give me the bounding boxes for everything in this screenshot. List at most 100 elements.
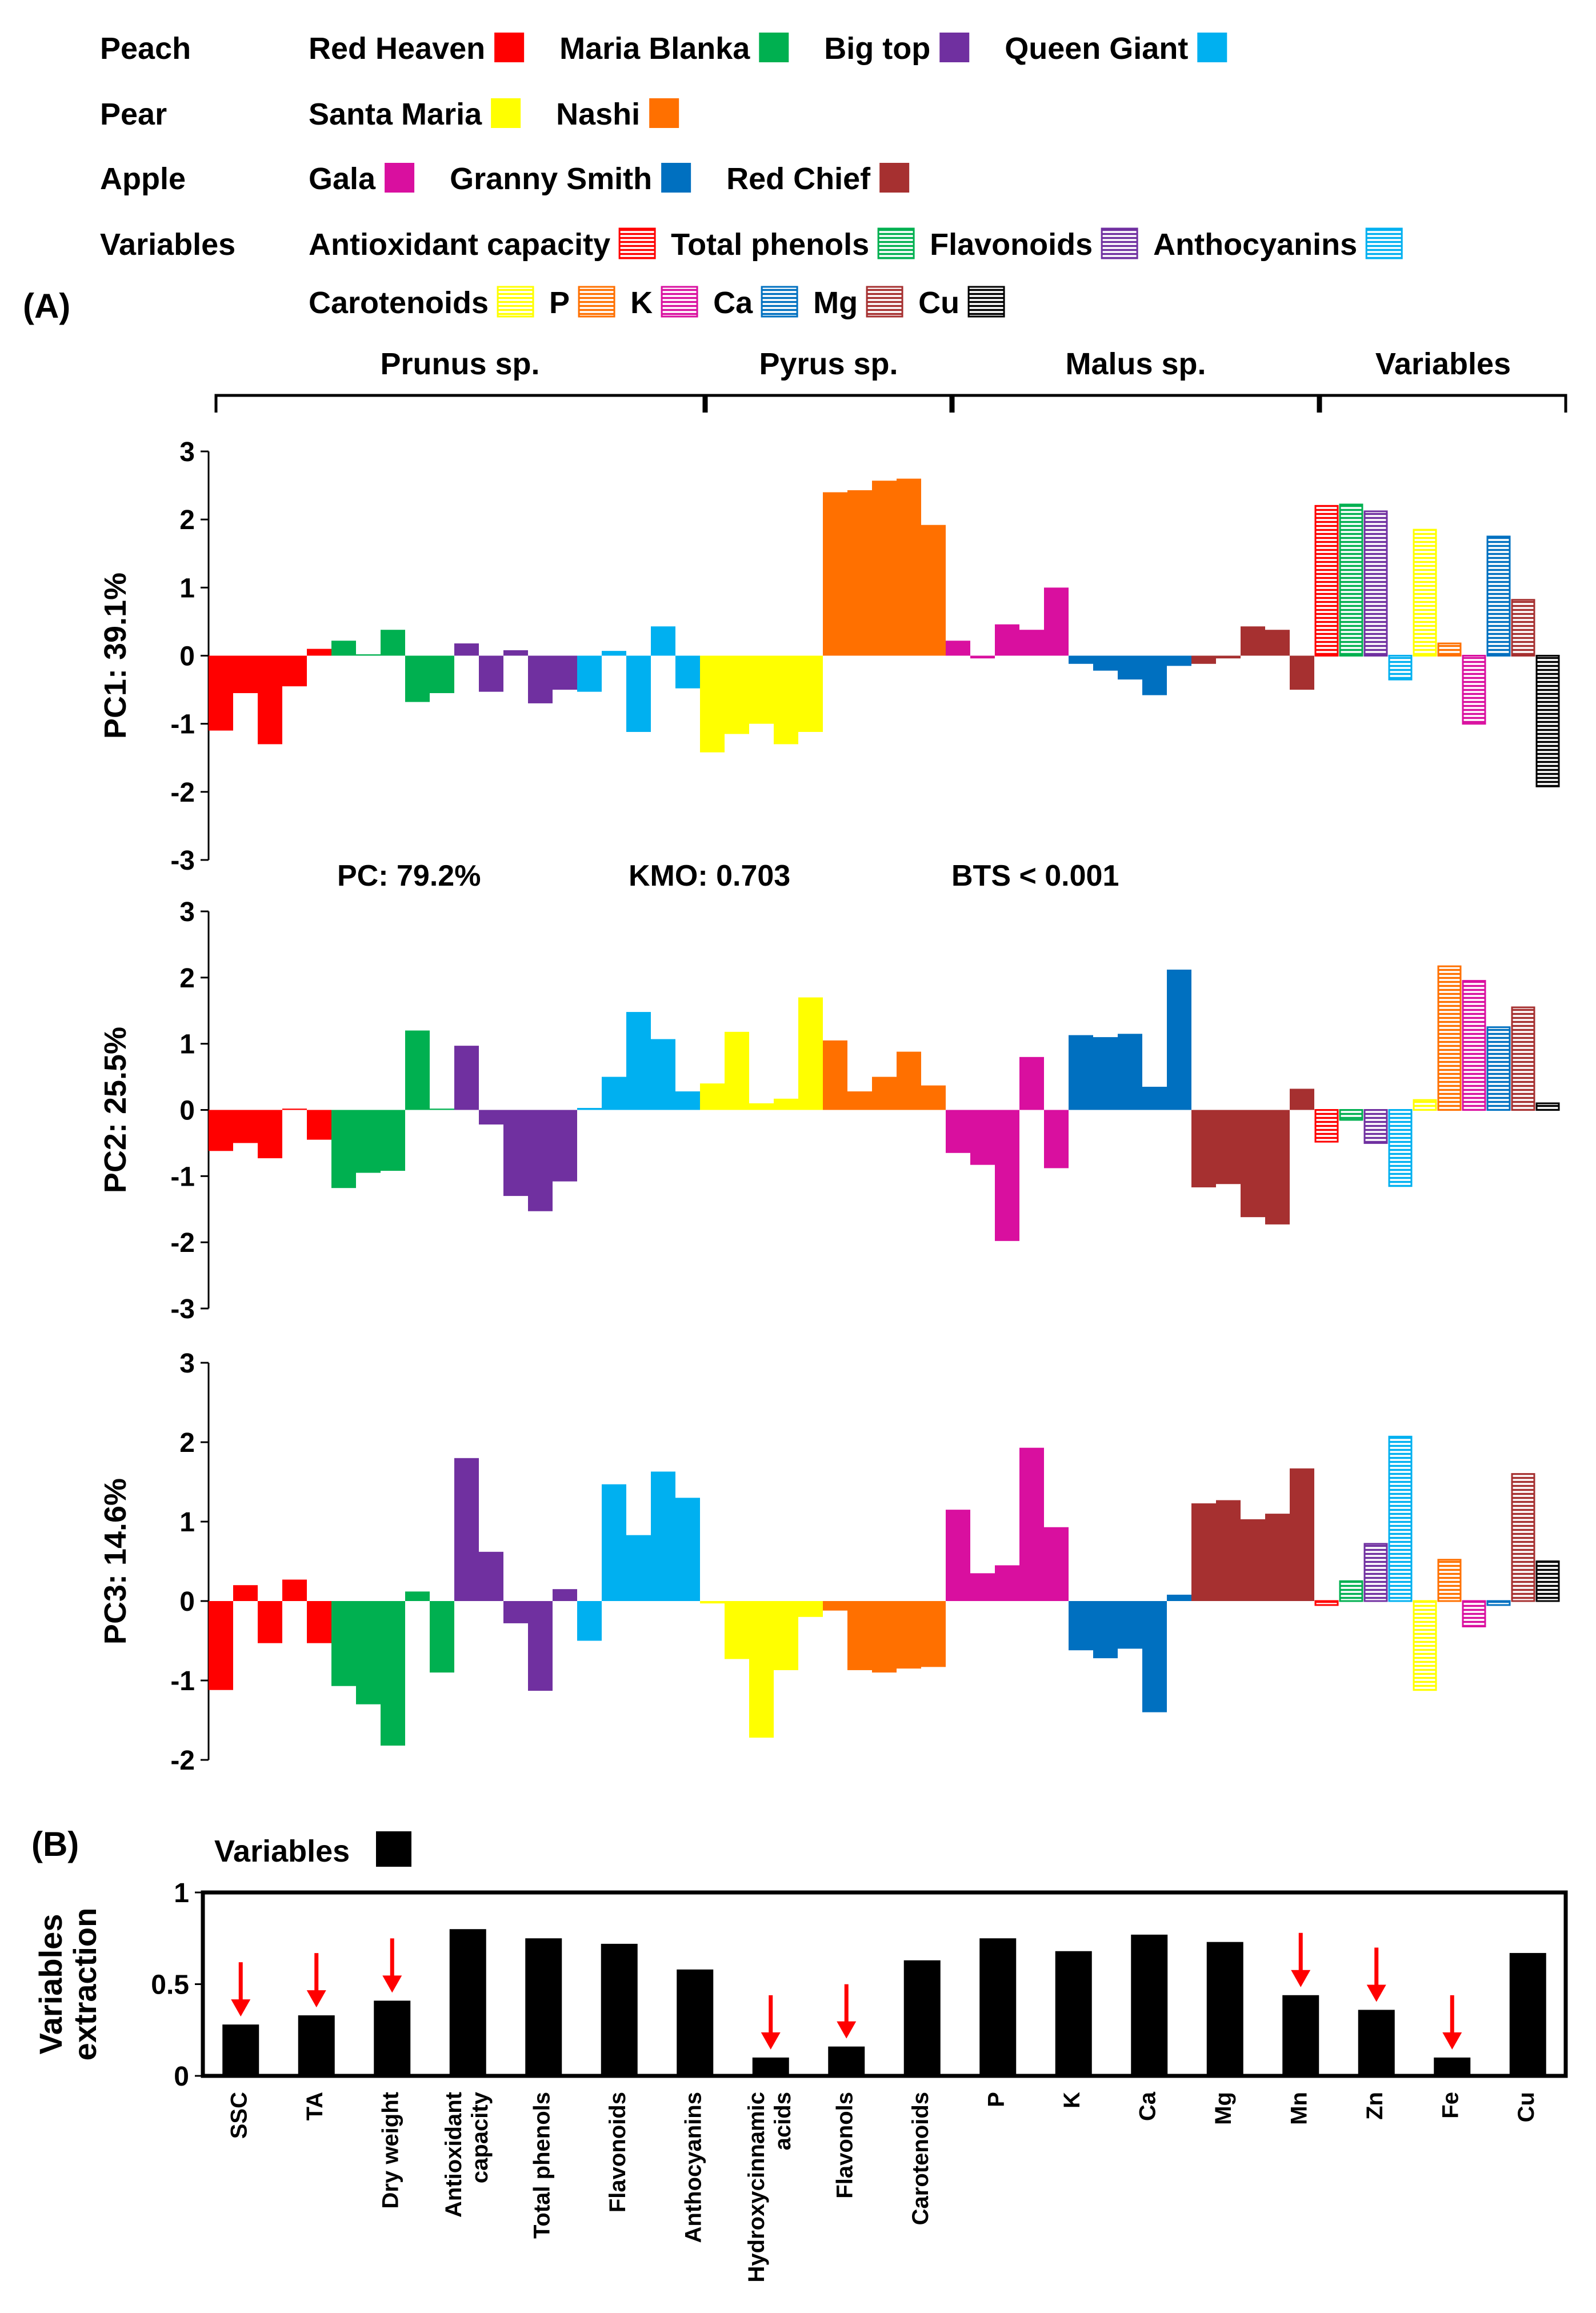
- bar-variables-10: [1535, 1102, 1560, 1111]
- bar-santa-maria-3: [749, 655, 774, 724]
- bar-ca: [1131, 1934, 1168, 2076]
- x-tick-label-anthocyanins: Anthocyanins: [681, 2092, 706, 2243]
- bar-big-top-1: [454, 1046, 479, 1110]
- bar-variables-10: [1535, 655, 1560, 787]
- legend-swatch-total-phenols: [877, 227, 915, 259]
- legend-item-queen-giant: Queen Giant: [1005, 31, 1188, 66]
- arrow-head: [306, 1990, 326, 2008]
- bar-big-top-1: [454, 1458, 479, 1601]
- bar-nashi-2: [847, 490, 872, 656]
- y-tick-label: -1: [170, 710, 195, 740]
- bar-big-top-1: [454, 643, 479, 656]
- bar-mg: [1206, 1942, 1243, 2076]
- stat-pc: PC: 79.2%: [337, 859, 481, 893]
- y-tick-label: 2: [179, 963, 195, 994]
- bar-variables-3: [1363, 510, 1388, 657]
- legend-item-big-top: Big top: [824, 31, 930, 66]
- bar-red-chief-1: [1191, 1110, 1216, 1188]
- bar-dry-weight: [374, 2000, 411, 2076]
- y-tick-label: 0: [174, 2062, 189, 2092]
- bar-red-heaven-2: [233, 1110, 258, 1143]
- panel-a-label: (A): [23, 287, 70, 325]
- pc3-chart: -2 -1 0 1 2 3 PC3: 14.6%: [98, 1348, 1560, 1776]
- legend-item-carotenoids: Carotenoids: [309, 286, 489, 320]
- bar-granny-smith-4: [1142, 1601, 1167, 1712]
- bar-variables-4: [1388, 1109, 1413, 1187]
- bar-queen-giant-3: [626, 1535, 651, 1601]
- bar-red-chief-3: [1241, 1519, 1265, 1601]
- bar-variables-5: [1413, 1600, 1437, 1691]
- bar-red-chief-4: [1265, 630, 1290, 656]
- x-tick-label-zn: Zn: [1362, 2092, 1387, 2120]
- bar-mn: [1282, 1995, 1319, 2076]
- legend-item-flavonoids: Flavonoids: [930, 227, 1093, 262]
- bar-queen-giant-2: [602, 651, 626, 656]
- bar-maria-blanka-1: [331, 1601, 356, 1686]
- x-tick-label-mn: Mn: [1286, 2092, 1311, 2125]
- bar-red-chief-1: [1191, 1503, 1216, 1601]
- legend-swatch-carotenoids: [497, 286, 534, 318]
- bar-big-top-3: [503, 650, 528, 656]
- legend-swatch-anthocyanins: [1365, 227, 1403, 259]
- bar-maria-blanka-5: [430, 1109, 454, 1110]
- bar-nashi-2: [847, 1601, 872, 1670]
- bar-big-top-3: [503, 1601, 528, 1623]
- legend-row-label-apple: Apple: [100, 162, 186, 196]
- bar-red-heaven-1: [209, 655, 233, 731]
- bar-variables-8: [1486, 535, 1511, 657]
- legend-item-red-chief: Red Chief: [726, 162, 871, 196]
- bar-big-top-2: [479, 1551, 503, 1601]
- bar-santa-maria-3: [749, 1601, 774, 1738]
- flag-arrow-fe: [1442, 1995, 1462, 2050]
- bar-red-chief-4: [1265, 1514, 1290, 1601]
- group-label-malus-sp: Malus sp.: [1065, 347, 1206, 381]
- bar-queen-giant-5: [675, 1498, 700, 1601]
- arrow-head: [231, 1999, 251, 2017]
- bar-red-heaven-5: [307, 649, 331, 656]
- bar-red-chief-5: [1290, 1089, 1314, 1110]
- x-tick-label-p: P: [983, 2092, 1009, 2107]
- y-tick-label: 0: [179, 1587, 195, 1617]
- legend-panel-a: Peach Red Heaven Maria Blanka Big top Queen …: [100, 31, 1403, 320]
- stats-line: PC: 79.2% KMO: 0.703 BTS < 0.001: [337, 859, 1119, 893]
- bar-anthocyanins: [677, 1969, 714, 2076]
- bar-queen-giant-2: [602, 1484, 626, 1601]
- bar-granny-smith-3: [1118, 655, 1142, 680]
- y-tick-label: 1: [179, 1030, 195, 1060]
- bar-red-chief-1: [1191, 655, 1216, 664]
- bar-variables-2: [1339, 503, 1363, 657]
- bar-nashi-1: [823, 492, 847, 656]
- bar-gala-2: [970, 1110, 995, 1165]
- pc1-chart: -3 -2 -1 0 1 2 3 PC1: 39.1%: [98, 437, 1560, 876]
- bar-granny-smith-2: [1093, 1601, 1118, 1659]
- bar-variables-5: [1413, 1099, 1437, 1111]
- arrow-head: [382, 1975, 402, 1993]
- group-bracket: [951, 394, 1320, 413]
- bar-nashi-5: [921, 525, 946, 656]
- y-tick-label: -2: [170, 1228, 195, 1258]
- y-tick-label: 0: [179, 1096, 195, 1126]
- legend-swatch-red-heaven: [494, 33, 525, 62]
- x-tick-label-line: acids: [770, 2092, 795, 2150]
- bar-maria-blanka-2: [356, 654, 381, 656]
- legend-row-label-peach: Peach: [100, 31, 191, 66]
- legend-swatch-k: [661, 286, 698, 318]
- legend-item-antioxidant-capacity: Antioxidant capacity: [309, 227, 610, 262]
- bar-santa-maria-1: [700, 655, 725, 753]
- x-tick-label-fe: Fe: [1438, 2092, 1463, 2119]
- bar-maria-blanka-3: [381, 1601, 405, 1746]
- bar-fe: [1434, 2057, 1471, 2076]
- bar-queen-giant-1: [577, 655, 602, 692]
- legend-item-k: K: [630, 286, 653, 320]
- legend-swatch-queen-giant: [1197, 33, 1227, 62]
- bar-santa-maria-5: [798, 655, 823, 732]
- bar-nashi-5: [921, 1601, 946, 1667]
- legend-item-gala: Gala: [309, 162, 376, 196]
- legend-swatch-santa-maria: [491, 98, 521, 128]
- bar-variables-7: [1462, 655, 1486, 725]
- bar-granny-smith-1: [1069, 655, 1093, 664]
- x-tick-label-total-phenols: Total phenols: [529, 2092, 554, 2239]
- y-tick-label: -2: [170, 1746, 195, 1776]
- bar-maria-blanka-1: [331, 1110, 356, 1188]
